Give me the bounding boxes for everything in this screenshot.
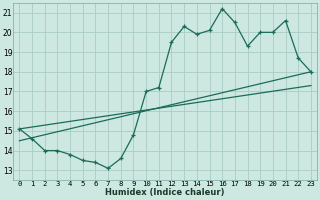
X-axis label: Humidex (Indice chaleur): Humidex (Indice chaleur) [105,188,225,197]
